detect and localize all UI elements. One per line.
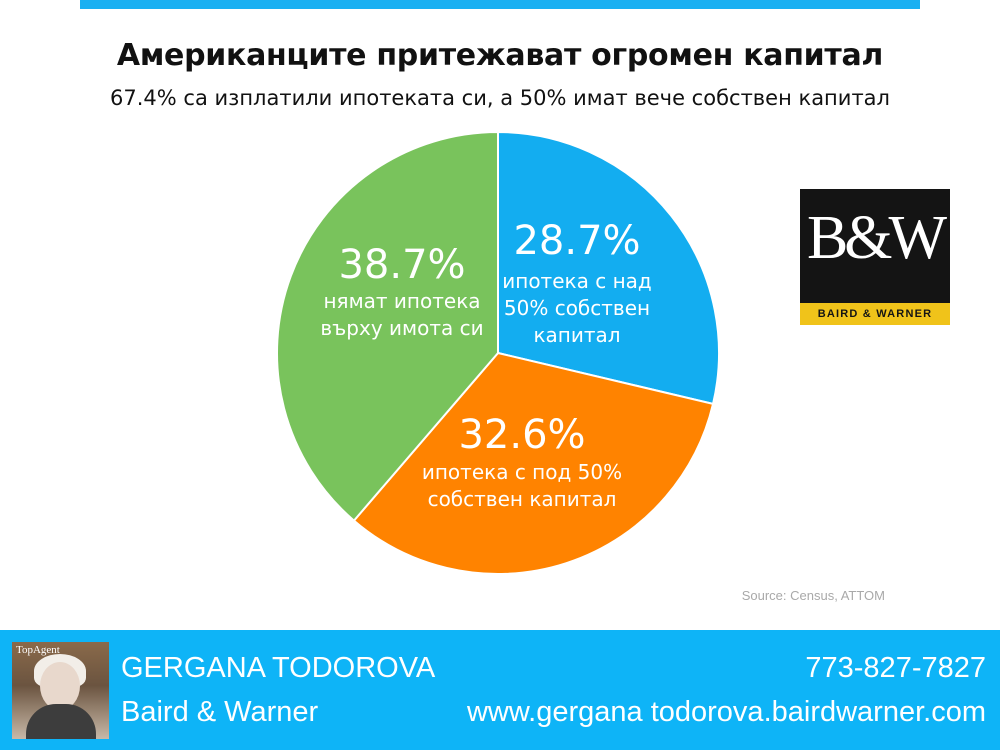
source-note: Source: Census, ATTOM bbox=[741, 588, 885, 603]
slice-value-label-3: 38.7% bbox=[338, 242, 465, 288]
agent-photo: TopAgent bbox=[12, 642, 109, 739]
slice-desc-1-line-2: 50% собствен bbox=[504, 296, 650, 320]
chart-title: Американците притежават огромен капитал bbox=[116, 38, 884, 73]
company-name: Baird & Warner bbox=[121, 696, 319, 728]
footer-bar: TopAgent GERGANA TODOROVA Baird & Warner… bbox=[0, 630, 1000, 750]
logo-name-band: BAIRD & WARNER bbox=[800, 303, 950, 325]
slice-desc-1-line-3: капитал bbox=[533, 323, 620, 347]
website-link[interactable]: www.gergana todorova.bairdwarner.com bbox=[466, 696, 986, 728]
baird-warner-logo: B&W BAIRD & WARNER bbox=[800, 189, 950, 325]
slice-desc-2-line-2: собствен капитал bbox=[428, 487, 617, 511]
slice-desc-3-line-1: нямат ипотека bbox=[323, 289, 480, 313]
logo-monogram: B&W bbox=[806, 204, 947, 272]
slice-value-label-1: 28.7% bbox=[513, 218, 640, 264]
slice-desc-3-line-2: върху имота си bbox=[320, 316, 483, 340]
pie-chart: 28.7% ипотека с над 50% собствен капитал 32.… bbox=[276, 130, 720, 575]
chart-subtitle: 67.4% са изплатили ипотеката си, а 50% и… bbox=[110, 86, 890, 110]
agent-name: GERGANA TODOROVA bbox=[121, 652, 436, 684]
photo-face bbox=[40, 662, 80, 710]
phone-number[interactable]: 773-827-7827 bbox=[805, 652, 986, 684]
photo-magazine-badge: TopAgent bbox=[16, 644, 60, 656]
slice-desc-2-line-1: ипотека с под 50% bbox=[422, 460, 622, 484]
photo-body bbox=[26, 704, 96, 739]
slice-value-label-2: 32.6% bbox=[458, 412, 585, 458]
pie-slice-1 bbox=[497, 130, 720, 406]
slice-desc-1-line-1: ипотека с над bbox=[502, 269, 651, 293]
pie-slice-2 bbox=[352, 351, 715, 575]
pie-slice-3 bbox=[276, 130, 499, 523]
top-accent-bar bbox=[80, 0, 920, 9]
